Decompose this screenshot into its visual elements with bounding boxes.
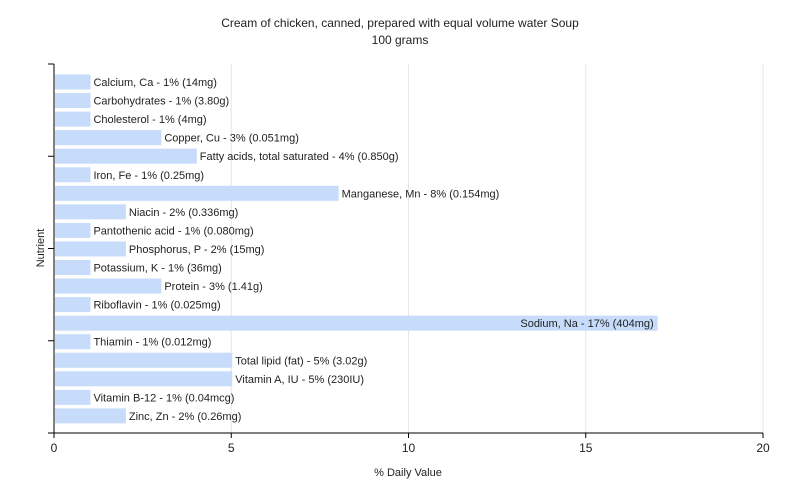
bar[interactable] <box>55 167 91 183</box>
bar-label: Vitamin B-12 - 1% (0.04mcg) <box>93 392 234 404</box>
bar[interactable] <box>55 93 91 109</box>
bar[interactable] <box>55 297 91 313</box>
x-tick-label: 20 <box>756 441 770 455</box>
bar[interactable] <box>55 222 91 238</box>
bar-label: Total lipid (fat) - 5% (3.02g) <box>235 355 367 367</box>
x-tick-label: 10 <box>402 441 416 455</box>
bar-label: Zinc, Zn - 2% (0.26mg) <box>129 411 241 423</box>
bar[interactable] <box>55 408 126 424</box>
bar[interactable] <box>55 278 162 294</box>
x-tick-label: 15 <box>579 441 593 455</box>
bar-label: Riboflavin - 1% (0.025mg) <box>93 300 220 312</box>
x-tick-label: 0 <box>51 441 58 455</box>
chart-title: Cream of chicken, canned, prepared with … <box>221 16 579 30</box>
bar[interactable] <box>55 74 91 90</box>
bar[interactable] <box>55 241 126 257</box>
bar[interactable] <box>55 315 658 331</box>
bar[interactable] <box>55 111 91 127</box>
bar-label: Protein - 3% (1.41g) <box>164 281 262 293</box>
bar-label: Potassium, K - 1% (36mg) <box>93 263 221 275</box>
bar-label: Vitamin A, IU - 5% (230IU) <box>235 374 364 386</box>
bar-label: Carbohydrates - 1% (3.80g) <box>93 96 229 108</box>
bar[interactable] <box>55 389 91 405</box>
chart-subtitle: 100 grams <box>371 33 429 47</box>
bar-label: Fatty acids, total saturated - 4% (0.850… <box>200 151 399 163</box>
bar-label: Niacin - 2% (0.336mg) <box>129 207 238 219</box>
bar[interactable] <box>55 371 233 387</box>
bar[interactable] <box>55 334 91 350</box>
bar-label: Sodium, Na - 17% (404mg) <box>520 318 653 330</box>
x-axis-label: % Daily Value <box>374 467 442 479</box>
bars: Calcium, Ca - 1% (14mg) Carbohydrates - 1… <box>55 74 658 424</box>
axes: 0 5 10 15 20 <box>48 63 770 455</box>
bar-label: Copper, Cu - 3% (0.051mg) <box>164 133 299 145</box>
bar[interactable] <box>55 185 339 201</box>
bar[interactable] <box>55 260 91 275</box>
bar[interactable] <box>55 130 162 146</box>
bar[interactable] <box>55 204 126 220</box>
bar-label: Iron, Fe - 1% (0.25mg) <box>93 170 204 182</box>
bar-label: Pantothenic acid - 1% (0.080mg) <box>93 225 253 237</box>
bar-label: Calcium, Ca - 1% (14mg) <box>93 77 216 89</box>
bar-label: Thiamin - 1% (0.012mg) <box>93 337 211 349</box>
bar-label: Manganese, Mn - 8% (0.154mg) <box>342 188 500 200</box>
x-tick-label: 5 <box>228 441 235 455</box>
y-axis-label: Nutrient <box>35 229 47 268</box>
bar-label: Phosphorus, P - 2% (15mg) <box>129 244 265 256</box>
bar[interactable] <box>55 352 233 368</box>
bar-label: Cholesterol - 1% (4mg) <box>93 114 206 126</box>
bar[interactable] <box>55 148 197 164</box>
